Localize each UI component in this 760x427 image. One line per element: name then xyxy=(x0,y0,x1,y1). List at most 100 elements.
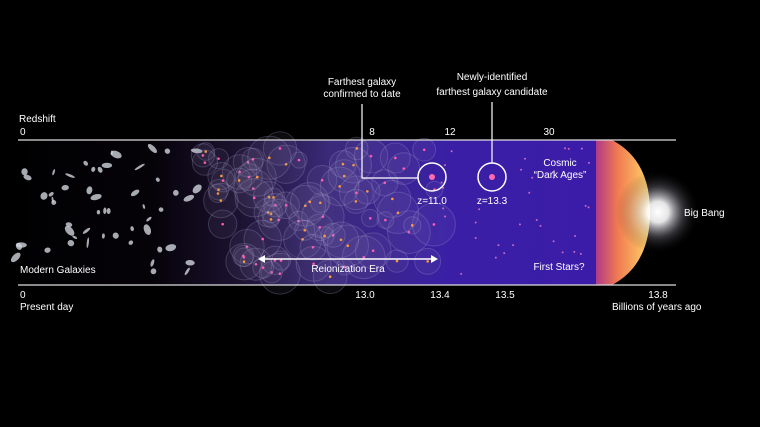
galaxy xyxy=(369,154,373,158)
galaxy xyxy=(90,194,102,201)
galaxy xyxy=(573,250,576,253)
galaxy xyxy=(247,175,251,179)
galaxy xyxy=(391,197,394,201)
galaxy xyxy=(146,216,152,222)
tick-label: 13.4 xyxy=(430,290,450,301)
galaxy xyxy=(237,179,241,182)
galaxy xyxy=(40,192,48,200)
galaxy xyxy=(303,228,307,232)
region-label: Reionization Era xyxy=(311,264,385,275)
galaxy xyxy=(238,170,241,174)
region-label: Modern Galaxies xyxy=(20,265,96,276)
region-label: Cosmic xyxy=(543,158,576,169)
galaxy xyxy=(355,147,359,150)
galaxy xyxy=(21,168,28,176)
galaxy xyxy=(261,237,265,241)
galaxy xyxy=(362,255,366,259)
galaxy xyxy=(552,171,555,174)
galaxy xyxy=(128,240,134,245)
galaxy xyxy=(319,201,322,205)
galaxy xyxy=(48,191,54,197)
galaxy xyxy=(579,252,582,255)
galaxy xyxy=(587,161,590,164)
big-bang-glow xyxy=(616,170,700,254)
galaxy xyxy=(371,249,375,253)
galaxy xyxy=(321,215,325,218)
galaxy-circle xyxy=(477,162,507,192)
galaxy xyxy=(219,199,223,202)
galaxy xyxy=(83,160,89,166)
galaxy xyxy=(478,208,481,211)
galaxies xyxy=(10,131,590,295)
galaxy xyxy=(103,207,107,215)
galaxy xyxy=(150,268,157,275)
galaxy xyxy=(384,218,387,222)
galaxy xyxy=(552,176,555,179)
galaxy xyxy=(303,204,307,208)
galaxy xyxy=(65,173,75,178)
galaxy xyxy=(342,174,346,178)
axis-caption: Billions of years ago xyxy=(612,302,702,313)
galaxy xyxy=(460,272,463,275)
galaxy xyxy=(497,244,500,247)
galaxy xyxy=(52,169,56,176)
galaxy xyxy=(402,167,406,170)
galaxy xyxy=(274,203,277,207)
galaxy xyxy=(346,244,350,248)
galaxy xyxy=(407,230,411,234)
galaxy xyxy=(366,190,369,193)
galaxy xyxy=(297,158,301,162)
galaxy xyxy=(518,223,521,226)
galaxy xyxy=(165,244,177,252)
galaxy xyxy=(216,192,220,195)
galaxy xyxy=(489,174,495,180)
galaxy xyxy=(339,238,343,242)
galaxy xyxy=(255,175,259,179)
tick-label: 30 xyxy=(543,127,555,138)
axis-caption: Present day xyxy=(20,302,73,313)
galaxy xyxy=(567,147,570,150)
galaxy xyxy=(520,168,523,171)
galaxy xyxy=(308,200,312,204)
galaxy xyxy=(539,224,542,227)
region-label: First Stars? xyxy=(533,262,585,273)
axis-title: Redshift xyxy=(19,114,56,125)
galaxy xyxy=(494,256,497,259)
galaxy xyxy=(311,245,315,249)
galaxy xyxy=(130,226,134,232)
galaxy xyxy=(268,156,271,160)
galaxy xyxy=(251,157,255,161)
galaxy xyxy=(217,157,220,160)
galaxy xyxy=(587,206,590,209)
galaxy xyxy=(429,174,435,180)
galaxy xyxy=(172,189,179,196)
galaxy xyxy=(242,260,246,263)
galaxy xyxy=(142,204,146,209)
galaxy xyxy=(242,256,246,259)
galaxy xyxy=(23,174,32,181)
galaxy xyxy=(86,186,93,195)
galaxy-circle xyxy=(417,162,447,192)
annotation: confirmed to date xyxy=(323,89,401,100)
galaxy xyxy=(450,150,453,153)
galaxy-label: z=13.3 xyxy=(477,196,508,207)
galaxy xyxy=(355,191,358,195)
galaxy xyxy=(112,232,119,239)
galaxy xyxy=(328,275,332,278)
galaxy xyxy=(426,260,429,263)
galaxy xyxy=(352,163,355,167)
galaxy xyxy=(252,196,256,200)
galaxy xyxy=(157,246,163,253)
galaxy xyxy=(297,219,300,223)
region-label: Big Bang xyxy=(684,208,725,219)
galaxy xyxy=(474,221,477,224)
galaxy xyxy=(442,207,445,210)
galaxy xyxy=(574,234,577,237)
galaxy xyxy=(267,195,271,199)
galaxy xyxy=(91,166,96,172)
galaxy xyxy=(101,162,113,169)
galaxy xyxy=(318,226,322,229)
galaxy xyxy=(563,147,566,150)
galaxy xyxy=(331,234,335,237)
